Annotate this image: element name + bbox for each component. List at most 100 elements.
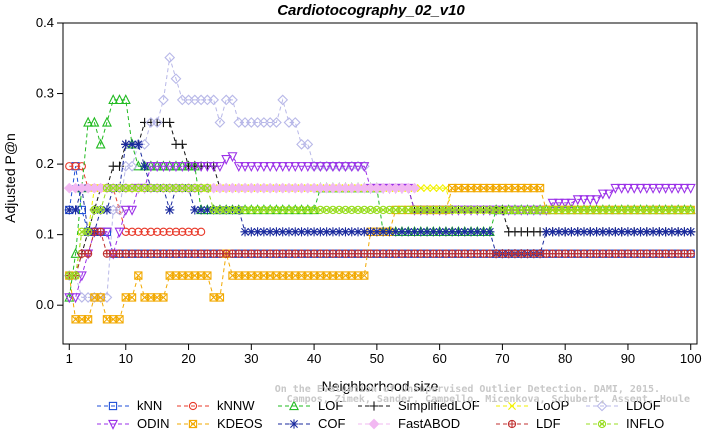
data-point-ldof: [139, 138, 150, 150]
data-point-inflo: [604, 205, 614, 215]
data-point-cof: [623, 227, 633, 237]
data-point-loop: [435, 184, 444, 193]
data-point-cof: [591, 227, 602, 237]
x-axis-label: Neighborhood size: [322, 378, 439, 394]
series-lof: [64, 94, 696, 302]
data-point-ldof: [170, 73, 182, 85]
x-tick-label: 70: [495, 351, 509, 366]
legend-marker-simplifiedlof: [369, 401, 379, 411]
data-point-cof: [673, 227, 683, 237]
data-point-cof: [70, 205, 81, 215]
data-point-kdeos: [215, 293, 225, 302]
data-point-cof: [566, 227, 577, 237]
data-point-cof: [679, 227, 690, 237]
data-point-odin: [579, 195, 589, 206]
legend-label-simplifiedlof: SimplifiedLOF: [398, 398, 480, 413]
data-point-odin: [585, 195, 596, 206]
data-point-inflo: [190, 183, 199, 193]
data-point-loop: [429, 184, 438, 193]
data-point-cof: [648, 227, 658, 237]
data-point-cof: [202, 205, 212, 215]
series-cof: [64, 139, 696, 259]
data-point-inflo: [171, 183, 181, 193]
data-point-inflo: [642, 205, 651, 215]
data-point-odin: [277, 162, 288, 173]
data-point-inflo: [316, 205, 325, 215]
data-point-odin: [252, 162, 263, 173]
data-point-ldof: [158, 94, 169, 106]
data-point-cof: [265, 227, 275, 237]
data-point-cof: [635, 227, 646, 237]
data-point-inflo: [259, 205, 269, 215]
data-point-inflo: [134, 183, 143, 193]
data-point-cof: [303, 227, 313, 237]
data-point-odin: [315, 162, 326, 173]
data-point-inflo: [686, 205, 695, 215]
data-point-ldf: [96, 227, 105, 237]
data-point-odin: [64, 293, 75, 304]
data-point-odin: [265, 162, 276, 173]
data-point-cof: [435, 227, 445, 237]
data-point-cof: [403, 227, 413, 237]
data-point-knnw: [71, 162, 80, 171]
data-point-cof: [560, 227, 570, 237]
data-point-odin: [566, 198, 577, 209]
legend-item-ldof: LDOF: [586, 398, 661, 413]
x-tick-label: 1: [66, 351, 73, 366]
data-point-inflo: [667, 205, 677, 215]
data-point-ldof: [208, 94, 220, 106]
data-point-odin: [622, 183, 633, 194]
data-point-odin: [340, 162, 351, 173]
data-point-inflo: [297, 205, 306, 215]
data-point-odin: [359, 162, 370, 173]
data-point-cof: [328, 227, 338, 237]
data-point-cof: [322, 227, 332, 237]
data-point-cof: [485, 227, 495, 237]
data-point-inflo: [542, 205, 551, 215]
data-point-fastabod: [409, 182, 420, 194]
data-point-inflo: [466, 205, 476, 215]
data-point-inflo: [109, 183, 118, 193]
data-point-cof: [284, 227, 294, 237]
data-point-knnw: [184, 227, 193, 236]
data-point-inflo: [184, 183, 193, 193]
series-knnw: [65, 162, 206, 236]
x-tick-label: 100: [680, 351, 702, 366]
data-point-lof: [83, 116, 94, 127]
data-point-cof: [409, 227, 420, 237]
data-point-inflo: [510, 205, 520, 215]
data-point-cof: [661, 227, 671, 237]
series-layer: [63, 52, 696, 324]
data-point-cof: [654, 227, 664, 237]
data-point-inflo: [303, 205, 312, 215]
data-point-inflo: [567, 205, 576, 215]
data-point-ldof: [227, 94, 238, 106]
data-point-cof: [259, 227, 269, 237]
data-point-cof: [453, 227, 464, 237]
data-point-inflo: [397, 205, 407, 215]
legend: kNN kNNW LOF SimplifiedLOF LoOP LDOF ODIN KDEOS…: [97, 398, 664, 431]
data-point-simplifiedlof: [114, 161, 125, 171]
data-point-odin: [127, 205, 138, 216]
y-axis: 0.0 0.1 0.2 0.3 0.4: [36, 15, 63, 312]
data-point-inflo: [655, 205, 664, 215]
data-point-odin: [673, 183, 684, 194]
data-point-kdeos: [115, 315, 124, 324]
data-point-inflo: [579, 205, 589, 215]
data-point-cof: [447, 227, 457, 237]
data-point-odin: [616, 183, 627, 194]
data-point-odin: [296, 162, 307, 173]
data-point-knnw: [146, 227, 156, 236]
legend-marker-cof: [289, 419, 299, 429]
data-point-kdeos: [360, 271, 369, 280]
data-point-odin: [597, 189, 608, 200]
data-point-inflo: [630, 205, 639, 215]
data-point-inflo: [291, 205, 300, 215]
legend-marker-loop: [508, 402, 516, 410]
data-point-cof: [617, 227, 627, 237]
legend-marker-inflo: [597, 419, 607, 429]
data-point-lof: [120, 94, 131, 105]
data-point-knnw: [171, 227, 181, 236]
data-point-cof: [428, 227, 438, 237]
data-point-inflo: [448, 205, 457, 215]
